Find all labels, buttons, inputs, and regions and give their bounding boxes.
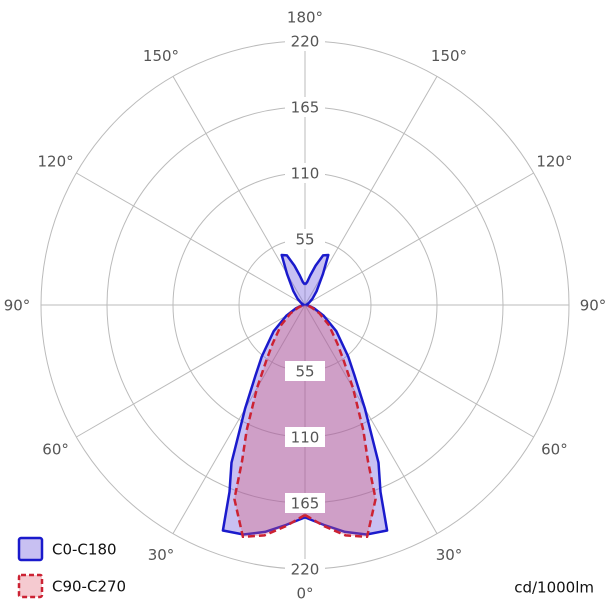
grid-spoke [304,304,534,438]
angle-label: 150° [143,47,179,65]
ring-label: 55 [295,363,314,381]
ring-label: 55 [295,231,314,249]
intensity-curve [304,253,389,536]
ring-label: 220 [291,561,320,579]
grid-spoke [76,304,306,438]
grid-spoke [76,172,306,306]
angle-label-bg [285,583,325,603]
angle-label-bg [534,439,575,459]
angle-label: 60° [42,441,69,459]
angle-label-bg [141,544,181,565]
ring-label-bg [285,493,325,513]
ring-label: 220 [291,33,320,51]
legend-swatch [17,536,44,562]
angle-label: 30° [436,546,463,564]
angle-label: 180° [287,9,323,27]
angle-label-bg [573,295,610,315]
ring-label: 110 [291,165,320,183]
unit-label: cd/1000lm [514,579,594,597]
angle-label-bg [534,151,575,171]
angle-label-bg [141,45,181,66]
angle-label: 150° [431,47,467,65]
angle-label-bg [429,45,469,66]
ring-label-bg [285,427,325,447]
angle-label-bg [35,439,76,459]
angle-label: 120° [38,153,74,171]
angle-label-bg [35,151,76,171]
angle-label: 60° [541,441,568,459]
ring-label-bg [285,163,325,183]
ring-label: 165 [291,495,320,513]
grid-spoke [172,76,306,306]
grid-spoke [172,304,306,534]
legend-label: C90-C270 [52,578,126,596]
ring-label-bg [285,97,325,117]
ring-label-bg [285,361,325,381]
angle-label: 0° [296,585,313,603]
angle-label-bg [0,295,37,315]
grid-spoke [304,76,438,306]
ring-label: 165 [291,99,320,117]
ring-label-bg [285,229,325,249]
angle-label-bg [429,544,469,565]
grid-spoke [304,304,438,534]
grid-spoke [304,172,534,306]
angle-label-bg [285,7,325,27]
legend-label: C0-C180 [52,541,117,559]
intensity-curve [221,253,306,536]
ring-label: 110 [291,429,320,447]
ring-label-bg [285,31,325,51]
angle-label: 30° [148,546,175,564]
angle-label: 90° [4,297,31,315]
ring-label-bg [285,559,325,579]
angle-label: 120° [536,153,572,171]
angle-label: 90° [580,297,607,315]
legend-swatch [17,573,44,599]
